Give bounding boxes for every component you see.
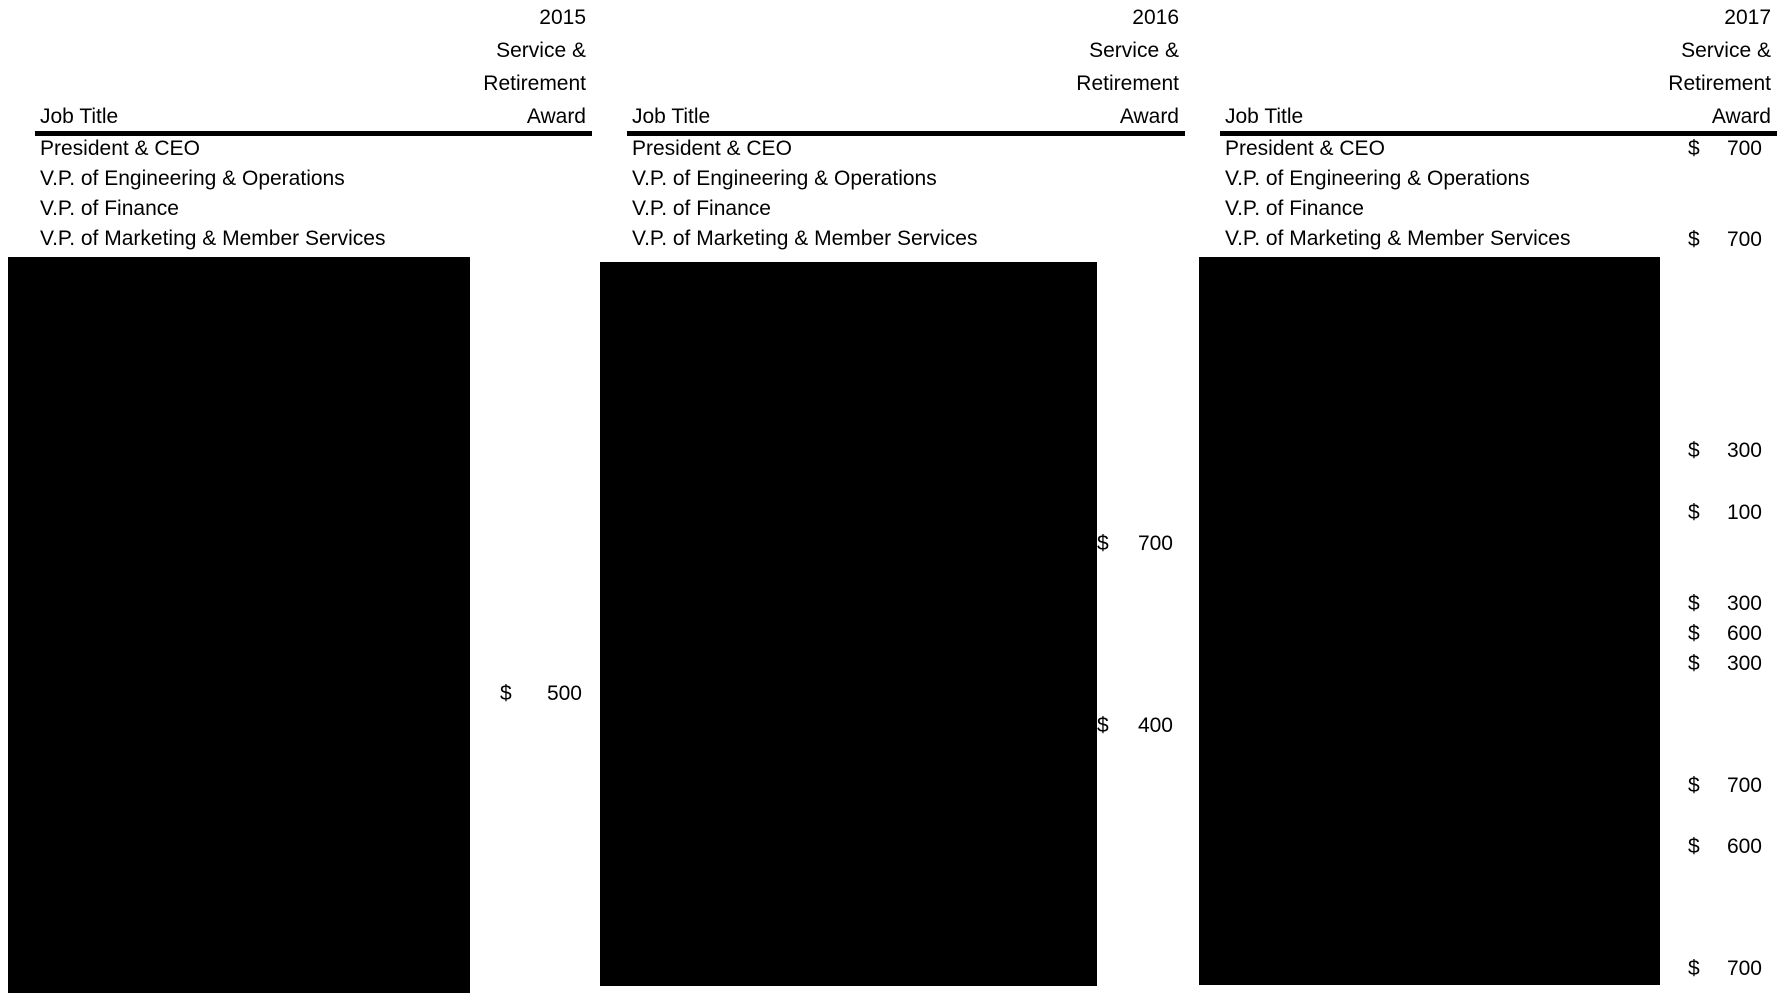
header-line: Service & [496, 39, 586, 62]
header-divider [1220, 131, 1777, 136]
header-line: Award [526, 105, 586, 128]
column-header-job-title: Job Title [1225, 105, 1304, 128]
job-title-list: President & CEO V.P. of Engineering & Op… [40, 135, 386, 255]
column-header-award: 2016 Service & Retirement Award [1076, 4, 1179, 136]
year-label: 2016 [1132, 6, 1179, 29]
award-table-2015: 2015 Service & Retirement Award Job Titl… [8, 0, 592, 993]
table-row: V.P. of Finance [1225, 197, 1364, 220]
table-row: V.P. of Engineering & Operations [40, 167, 345, 190]
header-divider [627, 131, 1185, 136]
header-line: Retirement [483, 72, 586, 95]
award-amount: $700 [1688, 228, 1762, 251]
table-row: V.P. of Marketing & Member Services [1225, 227, 1571, 250]
table-row: President & CEO [632, 137, 792, 160]
award-amount: $700 [1688, 774, 1762, 797]
column-header-award: 2017 Service & Retirement Award [1668, 4, 1771, 136]
job-title-list: President & CEO V.P. of Engineering & Op… [1225, 135, 1571, 255]
table-row: V.P. of Engineering & Operations [1225, 167, 1530, 190]
header-line: Service & [1089, 39, 1179, 62]
award-amount: $400 [1097, 714, 1173, 737]
redaction-block [600, 262, 1097, 986]
award-amount: $600 [1688, 622, 1762, 645]
header-line: Award [1119, 105, 1179, 128]
award-table-2017: 2017 Service & Retirement Award Job Titl… [1193, 0, 1777, 993]
header-line: Service & [1681, 39, 1771, 62]
table-row: V.P. of Finance [40, 197, 179, 220]
table-row: V.P. of Marketing & Member Services [40, 227, 386, 250]
award-amount: $300 [1688, 652, 1762, 675]
table-row: President & CEO [40, 137, 200, 160]
award-amount: $300 [1688, 439, 1762, 462]
award-amount: $500 [500, 682, 582, 705]
award-amount: $700 [1688, 137, 1762, 160]
award-amount: $600 [1688, 835, 1762, 858]
table-row: V.P. of Engineering & Operations [632, 167, 937, 190]
header-line: Award [1711, 105, 1771, 128]
header-line: Retirement [1076, 72, 1179, 95]
table-row: President & CEO [1225, 137, 1385, 160]
job-title-list: President & CEO V.P. of Engineering & Op… [632, 135, 978, 255]
redaction-block [1199, 257, 1660, 985]
year-label: 2017 [1724, 6, 1771, 29]
award-amount: $100 [1688, 501, 1762, 524]
table-row: V.P. of Marketing & Member Services [632, 227, 978, 250]
award-amount: $300 [1688, 592, 1762, 615]
year-label: 2015 [539, 6, 586, 29]
header-line: Retirement [1668, 72, 1771, 95]
header-divider [35, 131, 592, 136]
award-amount: $700 [1688, 957, 1762, 980]
column-header-job-title: Job Title [632, 105, 711, 128]
award-amount: $700 [1097, 532, 1173, 555]
column-header-job-title: Job Title [40, 105, 119, 128]
award-table-2016: 2016 Service & Retirement Award Job Titl… [600, 0, 1185, 993]
table-row: V.P. of Finance [632, 197, 771, 220]
column-header-award: 2015 Service & Retirement Award [483, 4, 586, 136]
redaction-block [8, 257, 470, 993]
